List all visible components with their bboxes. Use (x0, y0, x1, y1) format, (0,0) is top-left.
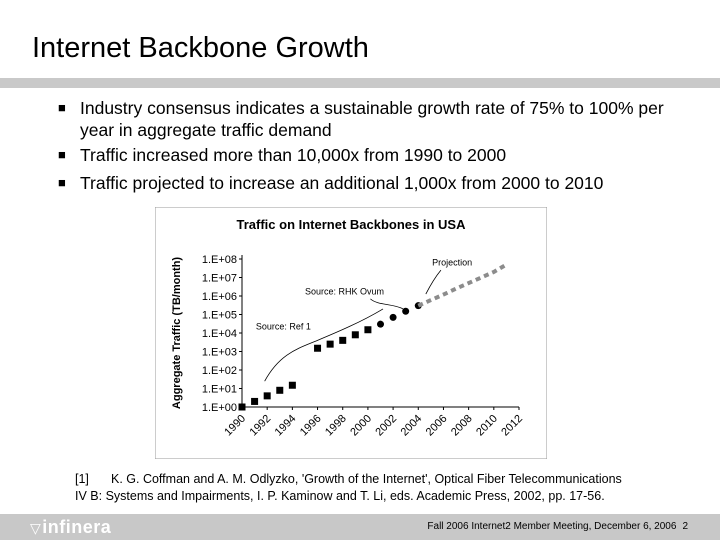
ref1-data-point (326, 340, 334, 348)
rhk-leader (370, 298, 404, 310)
y-tick-label: 1.E+03 (202, 347, 237, 359)
logo-text: infinera (42, 517, 112, 537)
rhk-data-point (402, 307, 410, 315)
y-tick-label: 1.E+08 (202, 254, 237, 266)
bullet-item: ■ Industry consensus indicates a sustain… (58, 97, 698, 141)
rhk-data-point (377, 320, 384, 328)
reference-block: [1] K. G. Coffman and A. M. Odlyzko, 'Gro… (75, 471, 705, 505)
footer-caption: Fall 2006 Internet2 Member Meeting, Dece… (427, 521, 688, 532)
y-tick-label: 1.E+07 (202, 273, 237, 285)
ref1-data-point (339, 336, 347, 344)
y-tick-label: 1.E+05 (202, 310, 237, 322)
y-axis-label: Aggregate Traffic (TB/month) (171, 257, 183, 410)
ref1-leader (264, 308, 384, 382)
annotation-ref1: Source: Ref 1 (256, 322, 311, 332)
reference-line-1: [1] K. G. Coffman and A. M. Odlyzko, 'Gro… (75, 471, 705, 488)
ref1-data-point (251, 397, 259, 405)
annotation-rhk: Source: RHK Ovum (305, 287, 384, 297)
infinera-logo: ▽infinera (30, 517, 111, 538)
bullet-text: Traffic increased more than 10,000x from… (80, 145, 507, 165)
ref1-data-point (288, 381, 296, 389)
traffic-chart: Traffic on Internet Backbones in USA Aggr… (155, 207, 547, 459)
bullet-text: Industry consensus indicates a sustainab… (80, 98, 664, 140)
projection-leader (425, 269, 442, 295)
bullet-item: ■ Traffic increased more than 10,000x fr… (58, 144, 698, 166)
square-bullet-icon: ■ (58, 147, 66, 162)
ref1-data-point (238, 403, 246, 411)
page-number: 2 (682, 521, 688, 532)
projection-line (417, 262, 508, 308)
footer-bar: ▽infinera Fall 2006 Internet2 Member Mee… (0, 514, 720, 540)
slide-title: Internet Backbone Growth (32, 32, 369, 64)
bullet-text: Traffic projected to increase an additio… (80, 173, 604, 193)
y-tick-label: 1.E+00 (202, 402, 237, 414)
ref1-data-point (263, 392, 271, 400)
ref1-data-point (364, 326, 372, 334)
ref1-data-point (314, 344, 322, 352)
annotation-projection: Projection (432, 258, 472, 268)
y-tick-label: 1.E+01 (202, 384, 237, 396)
rhk-data-point (389, 313, 397, 321)
square-bullet-icon: ■ (58, 175, 66, 190)
footer-meeting: Fall 2006 Internet2 Member Meeting, Dece… (427, 521, 677, 532)
reference-text-2: IV B: Systems and Impairments, I. P. Kam… (75, 489, 605, 503)
chart-frame (155, 207, 547, 459)
title-divider (0, 78, 720, 88)
y-tick-label: 1.E+06 (202, 291, 237, 303)
ref1-data-point (276, 386, 284, 394)
reference-text-1: K. G. Coffman and A. M. Odlyzko, 'Growth… (111, 472, 622, 486)
bullet-list: ■ Industry consensus indicates a sustain… (58, 97, 698, 200)
square-bullet-icon: ■ (58, 100, 66, 115)
logo-triangle-icon: ▽ (30, 520, 42, 536)
y-tick-label: 1.E+02 (202, 365, 237, 377)
reference-number: [1] (75, 472, 89, 486)
y-tick-label: 1.E+04 (202, 328, 237, 340)
bullet-item: ■ Traffic projected to increase an addit… (58, 172, 698, 194)
ref1-data-point (351, 331, 359, 339)
chart-title: Traffic on Internet Backbones in USA (237, 217, 467, 232)
